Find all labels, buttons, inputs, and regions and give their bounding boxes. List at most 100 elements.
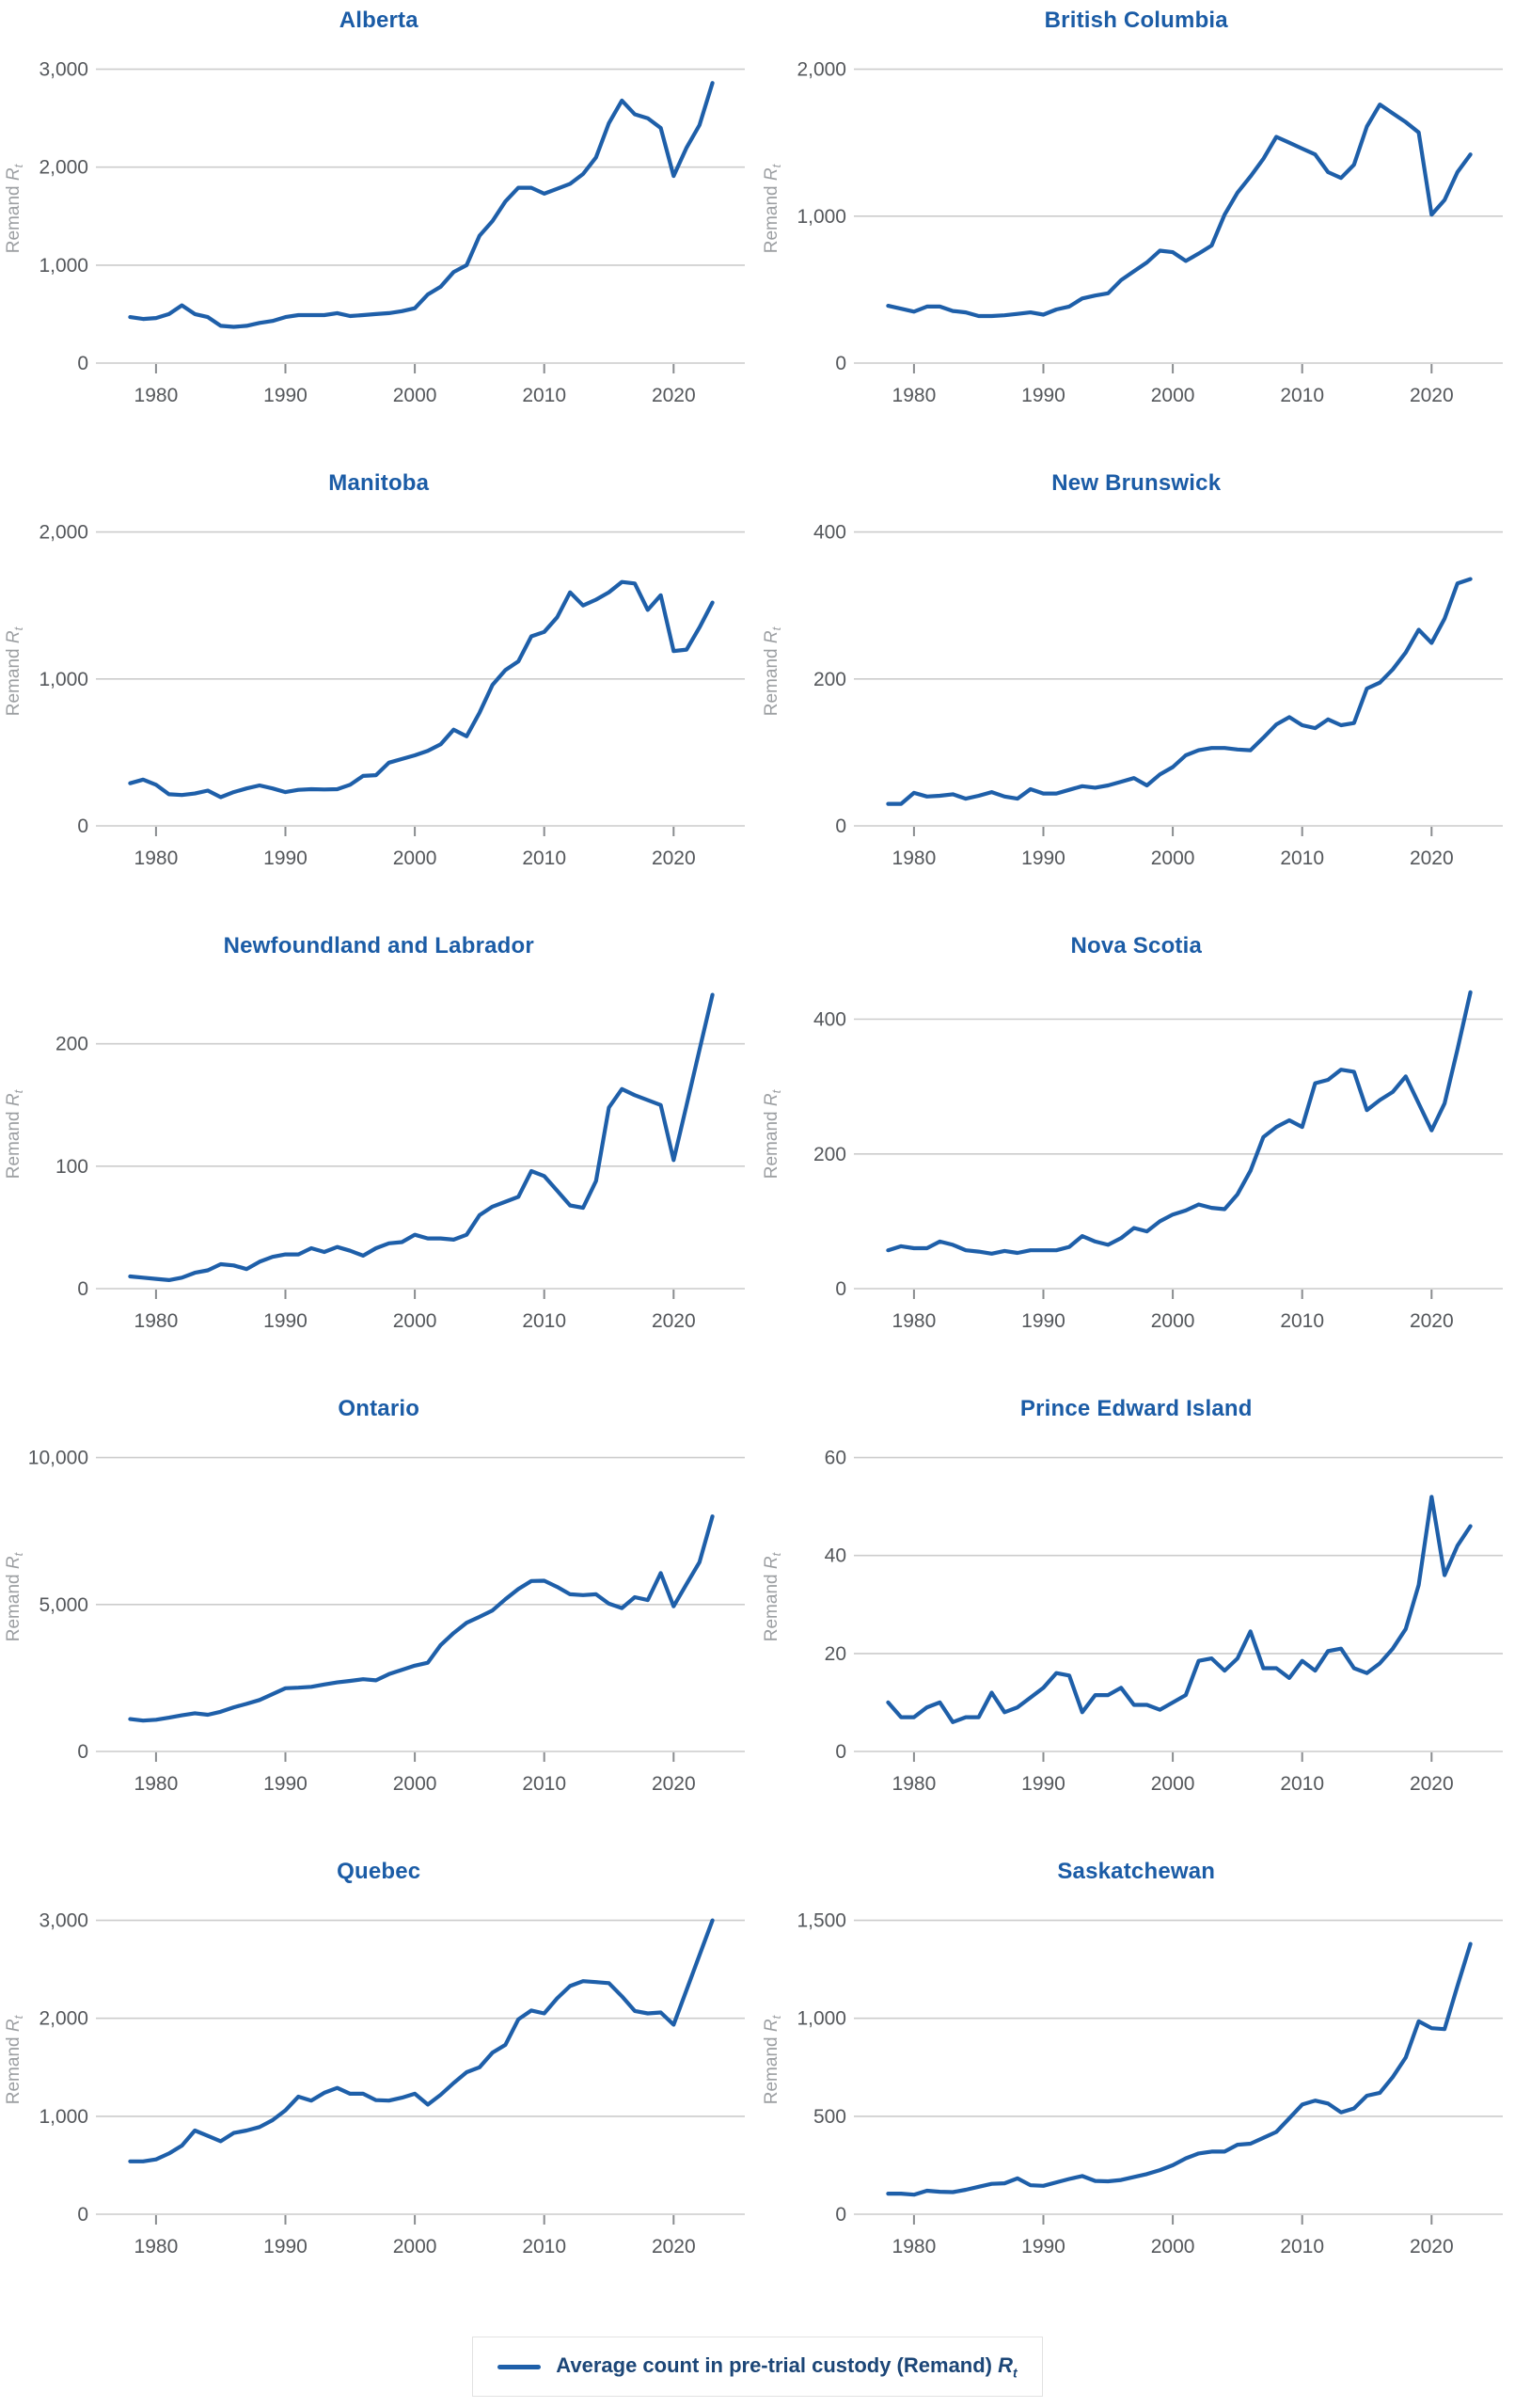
x-tick-label: 1990 [1021, 385, 1065, 406]
legend-symbol-subscript: t [1013, 2365, 1018, 2381]
legend-symbol: R [998, 2353, 1014, 2377]
x-tick-label: 2000 [393, 385, 437, 406]
x-tick-label: 1980 [134, 848, 179, 869]
chart-saskatchewan: Saskatchewan 0 500 1,000 1,500 1980 1990 2000 20… [758, 1853, 1515, 2316]
x-tick-label: 2010 [1280, 2236, 1324, 2258]
chart-title: Prince Edward Island [1019, 1396, 1253, 1421]
y-axis-label: Remand Rt [4, 163, 25, 253]
x-tick-label: 2000 [1150, 1310, 1194, 1332]
chart-title: Saskatchewan [1057, 1859, 1216, 1884]
data-line [885, 1495, 1473, 1724]
chart-title: Alberta [339, 8, 418, 33]
x-tick-label: 1990 [1021, 1773, 1065, 1795]
line-chart-svg: 0 1,000 2,000 1980 1990 2000 2010 2020 Remand Rt [4, 522, 745, 869]
y-tick-label: 3,000 [39, 59, 88, 81]
y-axis-label: Remand Rt [762, 626, 783, 716]
x-tick-label: 1990 [1021, 848, 1065, 869]
x-tick-label: 1980 [134, 385, 179, 406]
y-tick-label: 1,000 [797, 206, 846, 228]
chart-title: Ontario [338, 1396, 420, 1421]
chart-title: Quebec [337, 1859, 421, 1884]
line-chart-svg: 0 500 1,000 1,500 1980 1990 2000 2010 2020 Remand… [762, 1910, 1503, 2258]
chart-title: Nova Scotia [1070, 933, 1203, 958]
y-tick-label: 1,000 [797, 2008, 846, 2030]
y-tick-label: 1,500 [797, 1910, 846, 1932]
y-tick-label: 0 [835, 1741, 846, 1763]
x-tick-label: 2010 [522, 1773, 566, 1795]
y-tick-label: 0 [835, 1278, 846, 1300]
x-tick-label: 2010 [522, 2236, 566, 2258]
y-tick-label: 0 [77, 2204, 88, 2226]
legend: Average count in pre-trial custody (Rema… [472, 2337, 1043, 2398]
line-chart-svg: 0 20 40 60 1980 1990 2000 2010 2020 Remand Rt [762, 1448, 1503, 1795]
data-line [128, 992, 715, 1282]
chart-title: Manitoba [328, 470, 430, 496]
y-axis-label: Remand Rt [4, 1088, 25, 1179]
chart-manitoba: Manitoba 0 1,000 2,000 1980 1990 2000 2010 2020 R… [0, 465, 758, 927]
chart-british-columbia: British Columbia 0 1,000 2,000 1980 1990 2000 2… [758, 2, 1515, 465]
x-tick-label: 2010 [522, 385, 566, 406]
x-tick-label: 2010 [1280, 1773, 1324, 1795]
data-line [128, 1918, 715, 2163]
x-tick-label: 2000 [1150, 2236, 1194, 2258]
charts-grid: Alberta 0 1,000 2,000 3,000 1980 1990 2000 2010 2… [0, 2, 1515, 2316]
data-line [128, 81, 715, 329]
x-tick-label: 2000 [1150, 1773, 1194, 1795]
x-tick-label: 2000 [393, 1310, 437, 1332]
x-tick-label: 1990 [263, 1310, 308, 1332]
x-tick-label: 2000 [1150, 848, 1194, 869]
y-axis-label: Remand Rt [762, 2014, 783, 2104]
y-tick-label: 100 [55, 1156, 88, 1178]
data-line [885, 102, 1473, 319]
x-tick-label: 1980 [892, 848, 936, 869]
chart-nova-scotia: Nova Scotia 0 200 400 1980 1990 2000 2010 2020 Re… [758, 927, 1515, 1390]
line-chart-svg: 0 1,000 2,000 3,000 1980 1990 2000 2010 2020 Rema… [4, 1910, 745, 2258]
x-tick-label: 2020 [1409, 848, 1453, 869]
x-tick-label: 2010 [1280, 848, 1324, 869]
y-tick-label: 400 [813, 1009, 845, 1031]
line-chart-svg: 0 200 400 1980 1990 2000 2010 2020 Remand Rt [762, 522, 1503, 869]
y-axis-label: Remand Rt [762, 1551, 783, 1641]
x-tick-label: 2020 [1409, 1773, 1453, 1795]
y-tick-label: 0 [835, 2204, 846, 2226]
y-axis-label: Remand Rt [4, 1551, 25, 1641]
chart-title: British Columbia [1044, 8, 1228, 33]
x-tick-label: 2020 [1409, 2236, 1453, 2258]
legend-wrap: Average count in pre-trial custody (Rema… [0, 2337, 1515, 2398]
chart-quebec: Quebec 0 1,000 2,000 3,000 1980 1990 2000 2010 20… [0, 1853, 758, 2316]
chart-new-brunswick: New Brunswick 0 200 400 1980 1990 2000 2010 2020… [758, 465, 1515, 927]
chart-title: Newfoundland and Labrador [223, 933, 534, 958]
y-tick-label: 400 [813, 522, 845, 544]
x-tick-label: 2010 [522, 848, 566, 869]
x-tick-label: 2000 [1150, 385, 1194, 406]
data-line [885, 1941, 1473, 2197]
y-tick-label: 1,000 [39, 669, 88, 690]
data-line [128, 1513, 715, 1723]
x-tick-label: 2000 [393, 1773, 437, 1795]
y-tick-label: 200 [813, 1144, 845, 1165]
x-tick-label: 1980 [134, 1310, 179, 1332]
chart-ontario: Ontario 0 5,000 10,000 1980 1990 2000 2010 2020 R… [0, 1390, 758, 1853]
x-tick-label: 2020 [652, 848, 696, 869]
y-tick-label: 2,000 [39, 522, 88, 544]
chart-alberta: Alberta 0 1,000 2,000 3,000 1980 1990 2000 2010 2… [0, 2, 758, 465]
y-tick-label: 0 [77, 816, 88, 837]
x-tick-label: 2020 [652, 1773, 696, 1795]
x-tick-label: 2020 [652, 2236, 696, 2258]
legend-label-text: Average count in pre-trial custody (Rema… [556, 2353, 999, 2377]
y-tick-label: 1,000 [39, 255, 88, 277]
x-tick-label: 1980 [892, 2236, 936, 2258]
x-tick-label: 1990 [1021, 2236, 1065, 2258]
x-tick-label: 2020 [652, 385, 696, 406]
y-tick-label: 0 [77, 353, 88, 374]
y-tick-label: 10,000 [28, 1448, 88, 1469]
x-tick-label: 1990 [263, 1773, 308, 1795]
y-tick-label: 40 [824, 1545, 845, 1567]
legend-label: Average count in pre-trial custody (Rema… [556, 2353, 1017, 2380]
x-tick-label: 1990 [263, 848, 308, 869]
data-line [885, 577, 1473, 806]
y-tick-label: 20 [824, 1643, 845, 1665]
x-tick-label: 1980 [892, 1310, 936, 1332]
y-tick-label: 2,000 [39, 2008, 88, 2030]
y-axis-label: Remand Rt [762, 1088, 783, 1179]
